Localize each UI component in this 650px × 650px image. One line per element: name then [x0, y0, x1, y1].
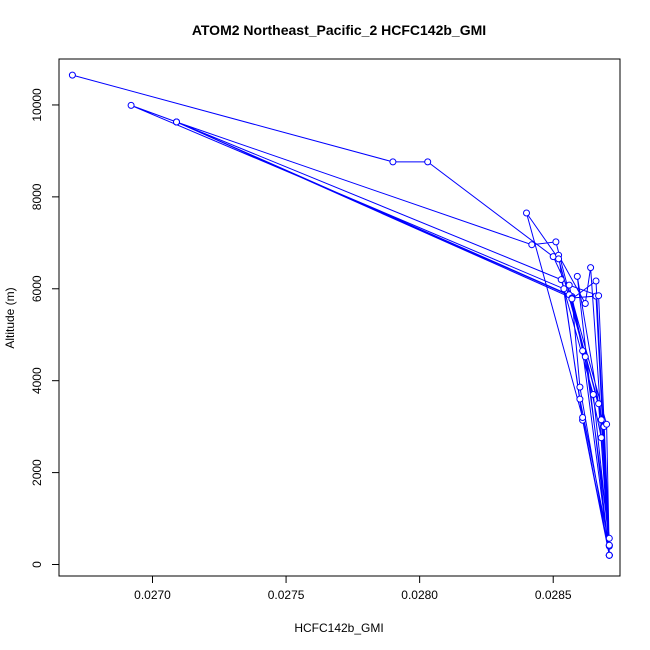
data-point — [576, 383, 584, 391]
data-point — [389, 158, 397, 166]
data-point — [592, 277, 600, 285]
data-point — [68, 71, 76, 79]
data-point — [597, 434, 605, 442]
x-tick-label: 0.0280 — [401, 588, 438, 602]
data-point — [581, 353, 589, 361]
data-point — [595, 292, 603, 300]
data-point — [605, 551, 613, 559]
data-point — [573, 272, 581, 280]
chart-title: ATOM2 Northeast_Pacific_2 HCFC142b_GMI — [192, 22, 486, 38]
data-point — [560, 285, 568, 293]
data-point — [523, 209, 530, 217]
data-point — [557, 276, 565, 284]
plot-area-frame — [58, 58, 621, 577]
data-point — [424, 158, 432, 166]
x-axis-label: HCFC142b_GMI — [294, 621, 383, 635]
data-point — [597, 416, 605, 424]
data-point — [555, 255, 563, 263]
y-tick-label: 10000 — [30, 88, 44, 122]
y-tick-label: 6000 — [30, 275, 44, 302]
data-point — [576, 395, 584, 403]
x-tick-label: 0.0270 — [134, 588, 171, 602]
y-tick-label: 2000 — [30, 459, 44, 486]
data-point — [528, 241, 536, 249]
data-point — [589, 391, 597, 398]
y-axis: 0 2000 4000 6000 8000 10000 — [30, 88, 60, 568]
data-point — [579, 347, 587, 355]
data-point — [579, 414, 587, 421]
y-tick-label: 4000 — [30, 367, 44, 394]
y-tick-label: 8000 — [30, 183, 44, 210]
data-point — [587, 264, 595, 272]
data-point — [603, 420, 611, 428]
data-point — [605, 534, 613, 542]
data-point — [581, 300, 589, 307]
data-point — [565, 281, 573, 289]
data-point — [605, 541, 613, 549]
x-tick-label: 0.0285 — [535, 588, 572, 602]
x-axis: 0.0270 0.0275 0.0280 0.0285 — [134, 575, 572, 602]
series-layer — [68, 71, 613, 559]
series-line — [72, 74, 610, 556]
y-axis-label: Altitude (m) — [3, 287, 17, 348]
y-tick-label: 0 — [30, 561, 44, 568]
data-point — [552, 238, 560, 246]
data-point — [127, 101, 135, 109]
data-point — [568, 295, 576, 303]
x-tick-label: 0.0275 — [268, 588, 305, 602]
data-point — [173, 118, 180, 126]
data-point — [595, 400, 603, 408]
